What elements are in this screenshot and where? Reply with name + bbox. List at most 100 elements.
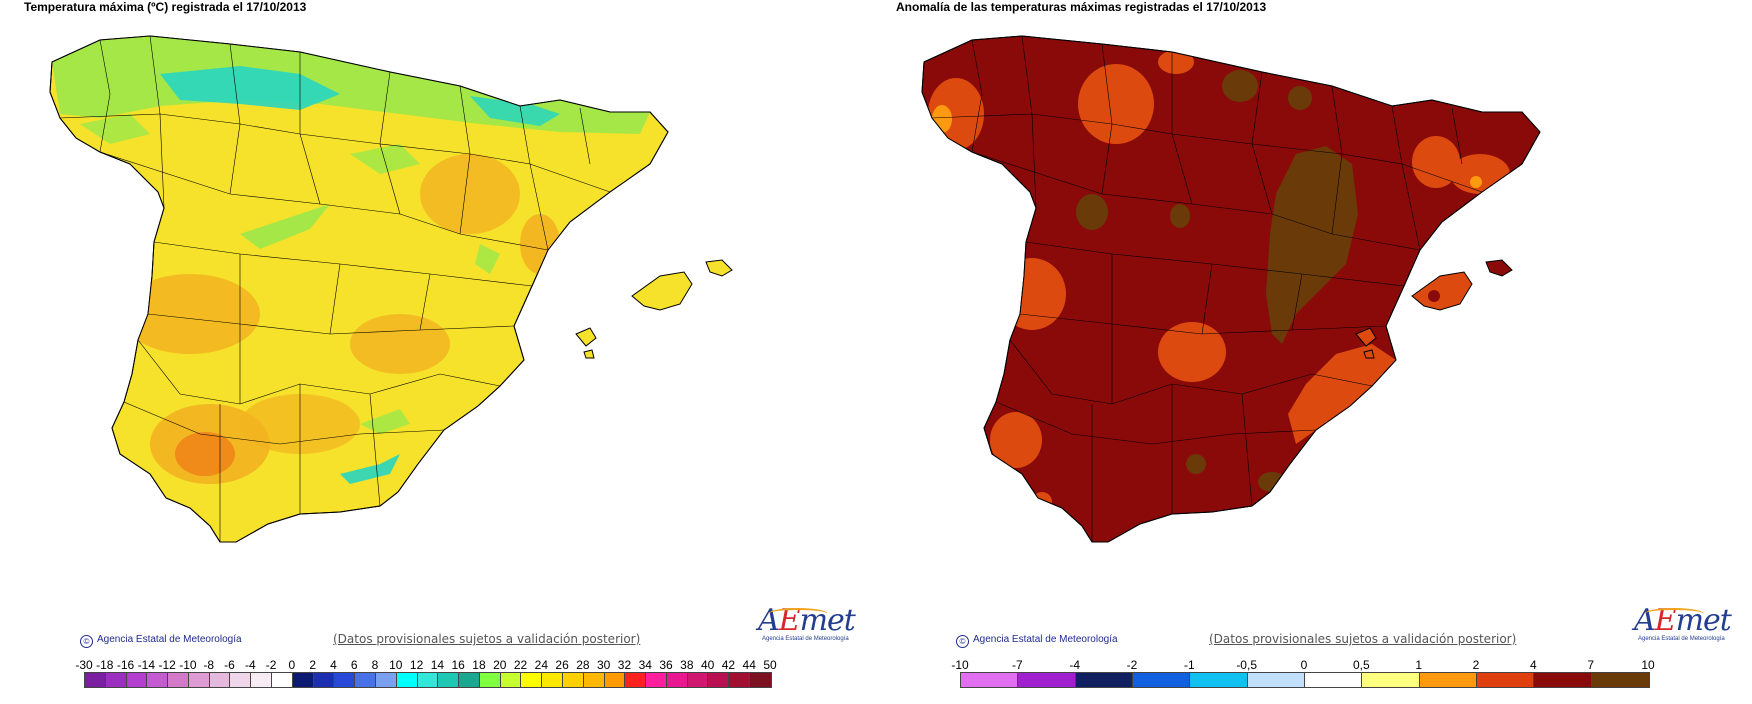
legend-swatch [85,673,106,687]
aemet-logo: AEmet Agencia Estatal de Meteorología [758,606,856,648]
legend-swatch [729,673,750,687]
agency-credit: © Agencia Estatal de Meteorología [80,634,242,648]
legend-label: 6 [350,658,358,672]
legend-swatch [1476,673,1535,687]
legend-label: -18 [96,658,114,672]
legend-color-bar [960,672,1650,688]
disclaimer-link[interactable]: (Datos provisionales sujetos a validació… [333,632,641,646]
legend-swatch [334,673,356,687]
logo-subtitle: Agencia Estatal de Meteorología [762,636,849,642]
legend-label: 30 [597,658,611,672]
legend-swatch [168,673,189,687]
disclaimer-link[interactable]: (Datos provisionales sujetos a validació… [1209,632,1517,646]
legend-swatch [542,673,563,687]
copyright-icon: © [956,635,969,648]
legend-label: 36 [659,658,673,672]
logo-swoosh-icon [768,608,828,620]
legend-swatch [105,673,127,687]
anomaly-map [921,35,1541,543]
legend-labels: -10 -7 -4 -2 -1 -0,5 0 0,5 1 2 4 7 10 [951,658,1654,672]
legend-swatch [1534,673,1592,687]
legend-swatch [188,673,210,687]
legend-label: 2 [309,658,316,672]
legend-swatch [562,673,584,687]
legend-swatch [396,673,418,687]
balearic-islands [1355,259,1513,359]
legend-swatch [687,673,709,687]
anomaly-legend: -10 -7 -4 -2 -1 -0,5 0 0,5 1 2 4 7 10 [951,658,1655,688]
legend-swatch [583,673,605,687]
legend-color-bar [84,672,772,688]
legend-label: 34 [638,658,652,672]
agency-credit-text: Agencia Estatal de Meteorología [973,634,1118,645]
max-temperature-panel: Temperatura máxima (ºC) registrada el 17… [24,0,856,688]
legend-swatch [500,673,522,687]
legend-label: -8 [203,658,215,672]
legend-label: 44 [742,658,756,672]
legend-label: -4 [1069,658,1080,672]
balearic-islands [575,259,733,359]
legend-label: 22 [513,658,528,672]
legend-swatch [459,673,480,687]
copyright-icon: © [80,635,93,648]
legend-swatch [230,673,252,687]
legend-label: -10 [951,658,969,672]
legend-label: -2 [265,658,277,672]
legend-label: 28 [576,658,590,672]
legend-swatch [961,673,1019,687]
legend-swatch [375,673,397,687]
legend-swatch [1075,673,1133,687]
legend-label: 4 [330,658,337,672]
legend-label: -12 [158,658,176,672]
legend-swatch [438,673,460,687]
legend-label: 24 [534,658,549,672]
legend-swatch [292,673,314,687]
legend-swatch [1362,673,1420,687]
legend-label: 0,5 [1352,658,1370,672]
legend-swatch [209,673,231,687]
agency-credit: © Agencia Estatal de Meteorología [956,634,1118,648]
legend-label: 14 [430,658,445,672]
temperature-legend: -30 -18 -16 -14 -12 -10 -8 -6 -4 -2 0 2 4 6 8 10 12 14 16 1… [75,658,777,688]
legend-label: 4 [1529,658,1537,672]
max-temperature-map [49,35,733,543]
map-title: Temperatura máxima (ºC) registrada el 17… [24,0,307,14]
legend-label: 32 [617,658,632,672]
legend-swatch [646,673,667,687]
legend-swatch [1304,673,1363,687]
legend-swatch [1591,673,1649,687]
legend-label: -7 [1011,658,1023,672]
legend-swatch [147,673,169,687]
agency-credit-text: Agencia Estatal de Meteorología [97,634,242,645]
legend-swatch [521,673,543,687]
legend-label: 7 [1587,658,1594,672]
legend-swatch [1190,673,1248,687]
legend-label: 16 [451,658,465,672]
legend-label: 8 [371,658,379,672]
legend-label: -16 [116,658,135,672]
legend-label: -2 [1126,658,1138,672]
legend-label: 0 [1300,658,1308,672]
legend-label: 42 [721,658,736,672]
legend-label: 38 [680,658,694,672]
legend-swatch [272,673,293,687]
legend-label: 10 [389,658,403,672]
legend-label: 26 [555,658,569,672]
legend-swatch [313,673,335,687]
legend-swatch [604,673,626,687]
legend-label: -6 [224,658,235,672]
legend-swatch [666,673,688,687]
legend-label: 20 [493,658,507,672]
legend-label: 10 [1641,658,1655,672]
legend-swatch [750,673,771,687]
legend-label: 12 [409,658,424,672]
legend-swatch [1419,673,1477,687]
legend-swatch [355,673,376,687]
logo-swoosh-icon [1644,608,1704,620]
legend-swatch [1018,673,1076,687]
legend-swatch [251,673,273,687]
anomaly-panel: Anomalía de las temperaturas máximas reg… [876,0,1752,704]
legend-swatch [1132,673,1191,687]
legend-label: 40 [700,658,715,672]
legend-label: 50 [763,658,777,672]
